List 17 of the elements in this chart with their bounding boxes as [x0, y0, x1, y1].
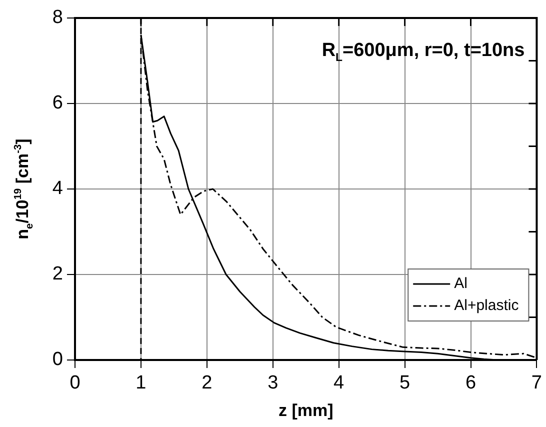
- x-tick-label: 7: [531, 372, 542, 394]
- legend-label: Al: [454, 275, 468, 292]
- x-axis-title: z [mm]: [278, 401, 334, 420]
- legend-label: Al+plastic: [454, 297, 520, 314]
- y-tick-label: 8: [52, 7, 63, 28]
- x-tick-label: 0: [70, 372, 80, 394]
- x-tick-label: 3: [268, 372, 278, 394]
- x-tick-label: 2: [202, 372, 212, 394]
- x-tick-label: 6: [465, 372, 476, 394]
- y-tick-label: 2: [52, 264, 63, 285]
- y-axis-title: ne/1019 [cm-3]: [13, 138, 36, 240]
- x-tick-label: 5: [400, 372, 410, 394]
- y-tick-label: 4: [52, 178, 64, 200]
- x-tick-label: 1: [136, 372, 146, 394]
- y-tick-label: 6: [52, 92, 63, 114]
- x-tick-label: 4: [334, 372, 345, 394]
- y-tick-label: 0: [52, 349, 63, 370]
